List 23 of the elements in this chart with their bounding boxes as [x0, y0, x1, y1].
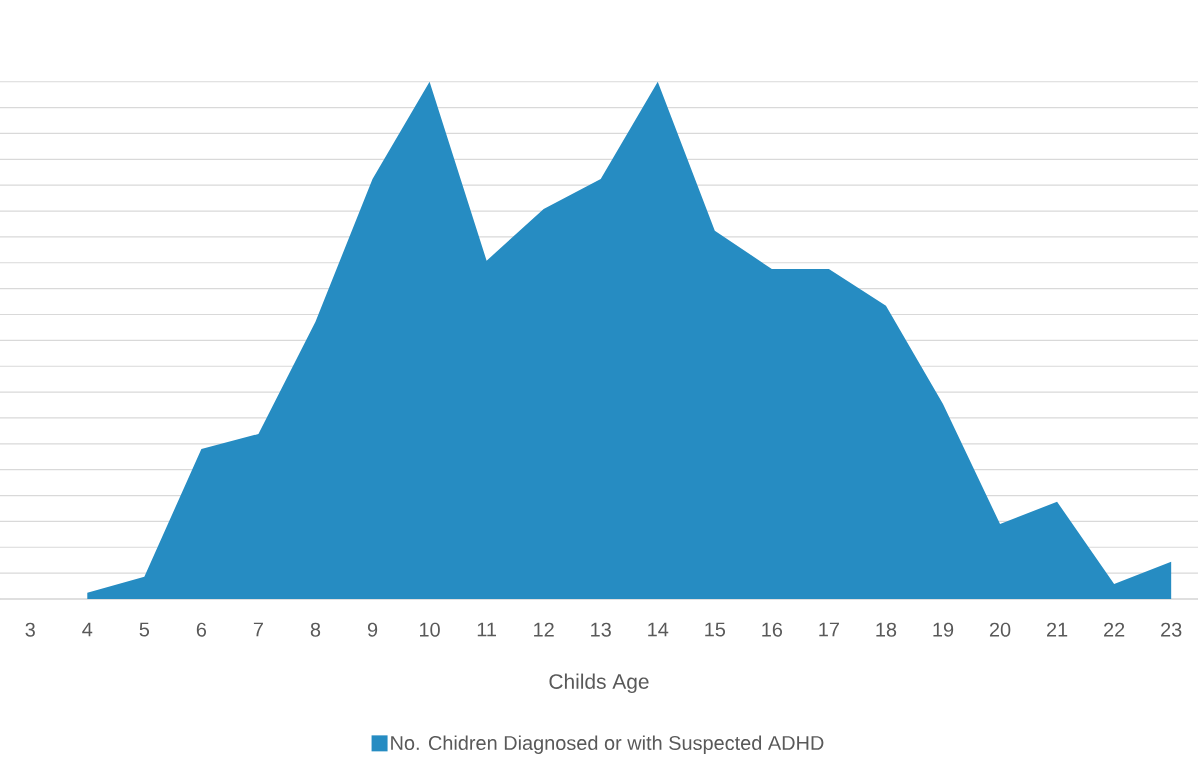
x-tick-label: 23 — [1161, 622, 1182, 637]
legend-label: No. Chidren Diagnosed or with Suspected ADHD — [391, 735, 824, 754]
x-tick-label: 14 — [648, 622, 669, 637]
x-tick-label: 13 — [591, 622, 611, 637]
x-tick-label: 15 — [705, 622, 726, 637]
x-tick-label: 5 — [139, 622, 150, 637]
x-tick-label: 16 — [762, 622, 783, 637]
x-tick-label: 6 — [196, 622, 207, 637]
x-tick-label: 9 — [367, 622, 378, 637]
x-tick-label: 19 — [933, 622, 954, 637]
x-axis-title: Childs Age — [549, 673, 649, 694]
x-tick-label: 7 — [253, 622, 263, 637]
x-tick-label: 17 — [819, 622, 839, 637]
x-tick-label: 8 — [310, 622, 321, 637]
x-tick-label: 11 — [477, 622, 496, 637]
x-tick-label: 21 — [1047, 622, 1068, 637]
x-tick-label: 20 — [989, 622, 1011, 637]
x-tick-label: 22 — [1104, 622, 1125, 637]
x-tick-label: 3 — [25, 622, 35, 637]
x-tick-label: 4 — [82, 622, 93, 637]
x-tick-label: 12 — [534, 622, 554, 637]
x-tick-label: 10 — [420, 622, 440, 637]
x-tick-label: 18 — [876, 622, 897, 637]
